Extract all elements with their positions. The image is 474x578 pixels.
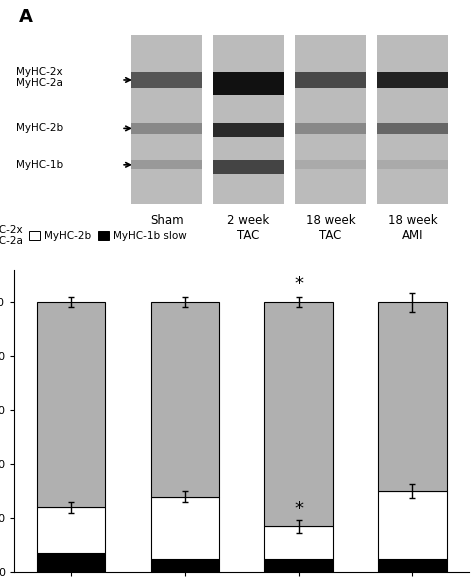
Bar xyxy=(377,35,447,204)
Bar xyxy=(151,302,219,497)
Bar xyxy=(378,559,447,572)
Legend: MyHC-2x
MyHC-2a, MyHC-2b, MyHC-1b slow: MyHC-2x MyHC-2a, MyHC-2b, MyHC-1b slow xyxy=(0,220,191,250)
Bar xyxy=(131,35,202,204)
Bar xyxy=(264,559,333,572)
Bar xyxy=(213,72,284,95)
Bar xyxy=(213,35,284,204)
Bar xyxy=(151,559,219,572)
Bar xyxy=(213,123,284,138)
Bar xyxy=(378,302,447,491)
Text: 18 week
TAC: 18 week TAC xyxy=(306,214,356,242)
Bar xyxy=(37,507,105,553)
Text: MyHC-2b: MyHC-2b xyxy=(17,123,64,134)
Bar xyxy=(264,302,333,527)
Bar xyxy=(378,491,447,559)
Bar xyxy=(377,72,447,88)
Bar xyxy=(295,123,366,134)
Text: A: A xyxy=(19,8,33,26)
Text: MyHC-2x
MyHC-2a: MyHC-2x MyHC-2a xyxy=(17,66,64,88)
Bar xyxy=(377,123,447,134)
Bar xyxy=(377,160,447,169)
Text: 2 week
TAC: 2 week TAC xyxy=(228,214,270,242)
Bar xyxy=(37,302,105,507)
Text: *: * xyxy=(294,275,303,292)
Bar xyxy=(213,160,284,173)
Bar xyxy=(295,35,366,204)
Bar xyxy=(131,72,202,88)
Bar xyxy=(295,160,366,169)
Bar xyxy=(151,497,219,559)
Text: Sham: Sham xyxy=(150,214,183,227)
Bar xyxy=(37,553,105,572)
Bar xyxy=(131,123,202,134)
Bar xyxy=(131,160,202,169)
Text: *: * xyxy=(294,500,303,518)
Text: MyHC-1b: MyHC-1b xyxy=(17,160,64,170)
Bar xyxy=(264,527,333,559)
Text: 18 week
AMI: 18 week AMI xyxy=(388,214,437,242)
Bar xyxy=(295,72,366,88)
